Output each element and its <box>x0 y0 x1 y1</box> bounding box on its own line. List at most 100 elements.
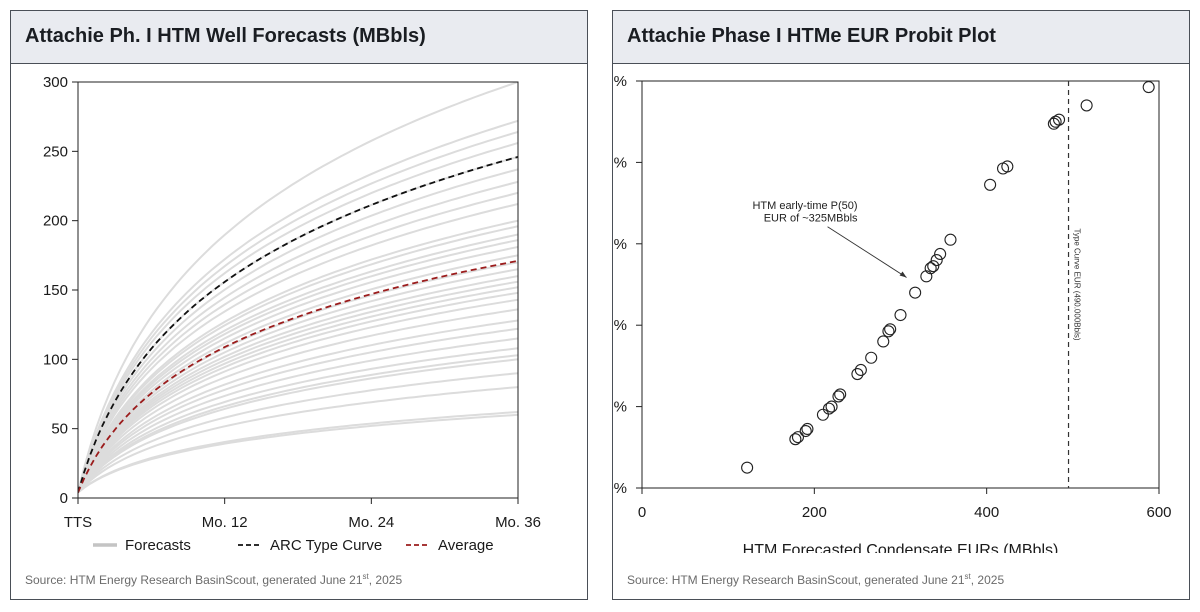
forecast-curve-23 <box>78 319 518 494</box>
forecast-curve-18 <box>78 280 518 493</box>
forecast-source-note: Source: HTM Energy Research BasinScout, … <box>25 572 402 587</box>
probit-point-24 <box>984 178 997 191</box>
probit-source-note: Source: HTM Energy Research BasinScout, … <box>627 572 1004 587</box>
type-curve-eur-label: Type Curve EUR (490.000Bbls) <box>1073 228 1082 340</box>
probit-point-23 <box>944 233 957 246</box>
probit-point-28 <box>1049 115 1062 128</box>
probit-x-axis-label: HTM Forecasted Condensate EURs (MBbls) <box>743 542 1059 553</box>
probit-ytick-label-2: 40% <box>613 317 627 334</box>
forecast-curve-32 <box>78 413 518 494</box>
probit-point-12 <box>865 351 878 364</box>
probit-point-8 <box>832 390 845 403</box>
probit-panel-header: Attachie Phase I HTMe EUR Probit Plot <box>613 11 1189 64</box>
probit-point-31 <box>1142 81 1155 94</box>
average-curve-line <box>78 260 518 493</box>
forecast-curve-31 <box>78 411 518 494</box>
probit-point-11 <box>854 363 867 377</box>
forecast-ytick-label-3: 150 <box>43 282 68 299</box>
probit-xtick-label-3: 600 <box>1146 504 1171 521</box>
forecast-source-tail: , 2025 <box>368 573 403 587</box>
probit-ytick-label-1: 20% <box>613 399 627 416</box>
probit-panel: Attachie Phase I HTMe EUR Probit Plot 0%… <box>612 10 1190 600</box>
forecast-curve-2 <box>78 130 518 493</box>
forecast-ytick-label-4: 200 <box>43 213 68 230</box>
annotation-line-1: HTM early-time P(50) <box>752 200 857 212</box>
forecast-curve-10 <box>78 225 518 493</box>
probit-xtick-label-1: 200 <box>802 504 827 521</box>
forecast-ytick-label-0: 0 <box>60 490 68 507</box>
probit-source-text: Source: HTM Energy Research BasinScout, … <box>627 573 965 587</box>
probit-point-30 <box>1080 99 1093 112</box>
probit-point-19 <box>924 262 937 275</box>
forecast-curve-20 <box>78 291 518 493</box>
forecast-legend: Forecasts ARC Type Curve Average <box>93 537 494 553</box>
probit-point-3 <box>799 424 812 438</box>
forecast-curve-7 <box>78 191 518 493</box>
legend-label-2: Average <box>438 537 494 553</box>
probit-ytick-label-4: 80% <box>613 154 627 171</box>
type-curve-line <box>78 156 518 493</box>
probit-scatter-chart: 0% 20% 40% 60% 80% 100% 0 200 400 600 HTM Forecast… <box>613 73 1172 553</box>
annotation-arrow-head <box>899 271 907 278</box>
probit-ytick-label-3: 60% <box>613 236 627 253</box>
forecast-source-sup: st <box>362 572 369 581</box>
probit-ytick-label-5: 100% <box>613 73 627 90</box>
forecast-xtick-label-0: TTS <box>64 514 92 531</box>
forecast-xtick-label-1: Mo. 12 <box>202 514 248 531</box>
probit-point-13 <box>877 335 890 348</box>
forecast-curve-6 <box>78 180 518 493</box>
probit-point-4 <box>801 422 814 436</box>
probit-point-14 <box>882 325 895 338</box>
forecast-curve-13 <box>78 246 518 493</box>
probit-point-2 <box>791 431 805 444</box>
forecast-curve-19 <box>78 286 518 493</box>
forecast-curves <box>78 82 518 494</box>
forecast-curve-24 <box>78 327 518 494</box>
forecast-curve-21 <box>78 298 518 493</box>
forecast-curve-11 <box>78 233 518 493</box>
probit-point-22 <box>934 247 947 261</box>
forecast-xtick-label-3: Mo. 36 <box>495 514 541 531</box>
probit-chart-title: Attachie Phase I HTMe EUR Probit Plot <box>627 25 996 47</box>
forecast-curve-26 <box>78 347 518 494</box>
probit-point-21 <box>930 254 943 267</box>
forecast-curve-3 <box>78 142 518 493</box>
forecast-curve-5 <box>78 168 518 493</box>
annotation-line-2: EUR of ~325MBbls <box>764 212 858 224</box>
forecast-panel-header: Attachie Ph. I HTM Well Forecasts (MBbls… <box>11 11 587 64</box>
forecast-panel: Attachie Ph. I HTM Well Forecasts (MBbls… <box>10 10 588 600</box>
legend-label-0: Forecasts <box>125 537 191 553</box>
forecast-curve-22 <box>78 308 518 493</box>
forecast-curve-14 <box>78 254 518 493</box>
forecast-ytick-label-1: 50 <box>51 421 68 438</box>
probit-point-6 <box>822 402 836 415</box>
forecast-source-text: Source: HTM Energy Research BasinScout, … <box>25 573 363 587</box>
annotation-arrow-line <box>827 226 907 278</box>
probit-xtick-label-0: 0 <box>638 504 646 521</box>
probit-ytick-label-0: 0% <box>613 480 627 497</box>
legend-label-1: ARC Type Curve <box>270 537 382 553</box>
forecast-curve-0 <box>78 82 518 493</box>
forecast-curve-25 <box>78 337 518 494</box>
probit-source-tail: , 2025 <box>970 573 1005 587</box>
forecast-curve-9 <box>78 219 518 493</box>
probit-point-18 <box>920 270 933 283</box>
probit-point-1 <box>789 433 802 446</box>
probit-point-15 <box>884 323 897 336</box>
forecast-curve-27 <box>78 354 518 494</box>
probit-point-17 <box>909 286 922 299</box>
forecast-curve-29 <box>78 372 518 494</box>
probit-point-5 <box>816 408 829 421</box>
probit-point-7 <box>825 400 838 413</box>
probit-source-sup: st <box>964 572 971 581</box>
forecast-curve-17 <box>78 275 518 493</box>
probit-point-20 <box>927 260 940 273</box>
probit-point-10 <box>851 367 864 381</box>
forecast-curve-12 <box>78 239 518 493</box>
forecast-curve-30 <box>78 386 518 494</box>
forecast-ytick-label-6: 300 <box>43 74 68 91</box>
probit-points <box>741 81 1155 474</box>
probit-point-9 <box>834 388 847 401</box>
probit-point-16 <box>894 308 907 322</box>
